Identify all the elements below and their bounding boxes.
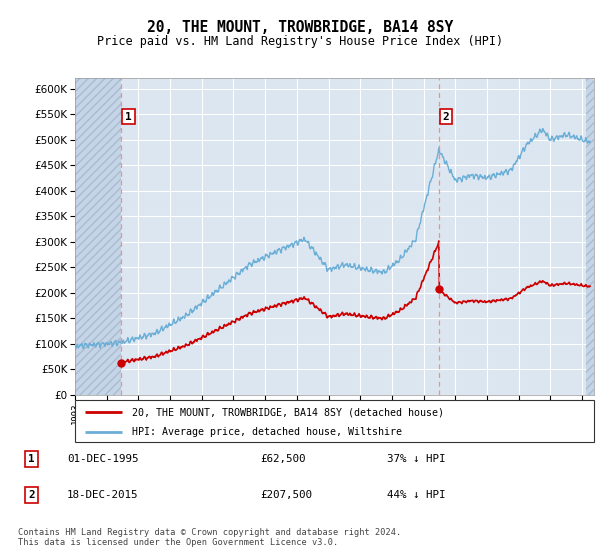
Text: HPI: Average price, detached house, Wiltshire: HPI: Average price, detached house, Wilt…: [132, 427, 402, 437]
Text: 20, THE MOUNT, TROWBRIDGE, BA14 8SY: 20, THE MOUNT, TROWBRIDGE, BA14 8SY: [147, 20, 453, 35]
Text: 44% ↓ HPI: 44% ↓ HPI: [386, 491, 445, 501]
Text: 18-DEC-2015: 18-DEC-2015: [67, 491, 139, 501]
Text: 1: 1: [28, 454, 35, 464]
Text: 37% ↓ HPI: 37% ↓ HPI: [386, 454, 445, 464]
Text: Price paid vs. HM Land Registry's House Price Index (HPI): Price paid vs. HM Land Registry's House …: [97, 35, 503, 48]
Text: £207,500: £207,500: [260, 491, 312, 501]
Text: £62,500: £62,500: [260, 454, 305, 464]
Text: 2: 2: [28, 491, 35, 501]
Text: Contains HM Land Registry data © Crown copyright and database right 2024.
This d: Contains HM Land Registry data © Crown c…: [18, 528, 401, 547]
Text: 20, THE MOUNT, TROWBRIDGE, BA14 8SY (detached house): 20, THE MOUNT, TROWBRIDGE, BA14 8SY (det…: [132, 407, 444, 417]
Text: 01-DEC-1995: 01-DEC-1995: [67, 454, 139, 464]
Text: 2: 2: [443, 111, 449, 122]
Text: 1: 1: [125, 111, 132, 122]
FancyBboxPatch shape: [75, 400, 594, 442]
